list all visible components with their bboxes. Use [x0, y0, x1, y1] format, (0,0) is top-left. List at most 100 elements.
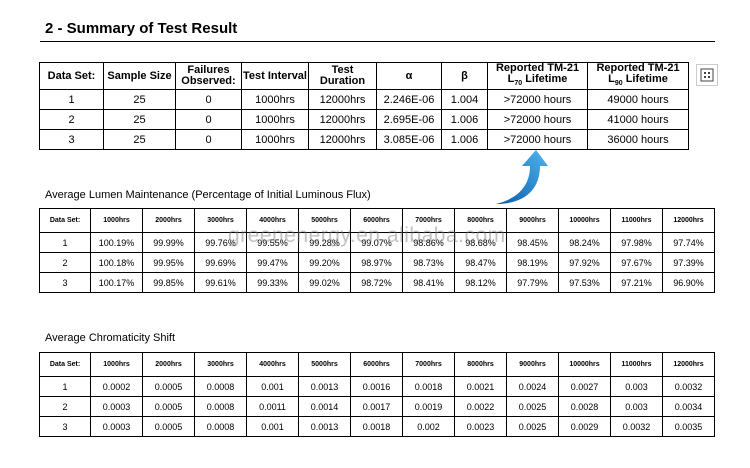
cell: 0.0034 [662, 396, 715, 417]
cell: 99.95% [142, 252, 195, 273]
cell: 1.006 [441, 129, 488, 151]
table-title: Average Chromaticity Shift [45, 332, 176, 344]
cell: 25 [103, 129, 176, 151]
arrow [496, 150, 548, 204]
column-header: 5000hrs [298, 352, 351, 377]
cell: 97.79% [506, 272, 559, 293]
cell: 0.0032 [610, 416, 663, 437]
column-header: 1000hrs [90, 208, 143, 233]
cell: 0.0002 [90, 376, 143, 397]
cell: 0.0005 [142, 376, 195, 397]
cell: 97.92% [558, 252, 611, 273]
column-header: 1000hrs [90, 352, 143, 377]
cell: 2 [39, 252, 91, 273]
cell: 0.0021 [454, 376, 507, 397]
cell: 25 [103, 109, 176, 131]
cell: 0.002 [402, 416, 455, 437]
cell: 0 [175, 89, 242, 111]
cell: 0.001 [246, 416, 299, 437]
cell: 99.20% [298, 252, 351, 273]
cell: 99.99% [142, 232, 195, 253]
cell: 1000hrs [241, 109, 309, 131]
cell: 97.98% [610, 232, 663, 253]
chromaticity-table: Data Set: 1000hrs 2000hrs 3000hrs 4000hrs 500… [39, 352, 715, 437]
cell: 0.0018 [402, 376, 455, 397]
cell: 2.246E-06 [376, 89, 442, 111]
data-row: 1 100.19% 99.99% 99.76% 99.55% 99.28% 99.07% 98… [39, 232, 715, 253]
cell: 0.0011 [246, 396, 299, 417]
cell: 0.0024 [506, 376, 559, 397]
cell: 100.17% [90, 272, 143, 293]
cell: 97.53% [558, 272, 611, 293]
column-header: Data Set: [39, 61, 104, 91]
column-header: 7000hrs [402, 208, 455, 233]
header-row: Data Set: 1000hrs 2000hrs 3000hrs 4000hrs 500… [39, 352, 715, 377]
column-header: 3000hrs [194, 208, 247, 233]
cell: 12000hrs [308, 89, 377, 111]
column-header: 11000hrs [610, 208, 663, 233]
watermark: greenenergy.en.alibaba.com [228, 224, 506, 247]
cell: 0.0017 [350, 396, 403, 417]
cell: 49000 hours [587, 89, 689, 111]
cell: >72000 hours [487, 129, 588, 151]
column-header: 12000hrs [662, 208, 715, 233]
cell: 0.0013 [298, 376, 351, 397]
cell: 1 [39, 376, 91, 397]
cell: 0.0028 [558, 396, 611, 417]
cell: 1.004 [441, 89, 488, 111]
cell: 1000hrs [241, 89, 309, 111]
column-header: Test Duration [308, 61, 377, 91]
data-row: 1 25 0 1000hrs 12000hrs 2.246E-06 1.004 >72000 … [39, 89, 689, 111]
column-header: 2000hrs [142, 352, 195, 377]
section-title: 2 - Summary of Test Result [45, 20, 238, 37]
cell: 99.61% [194, 272, 247, 293]
cell: 0.0022 [454, 396, 507, 417]
cell: 0.0008 [194, 376, 247, 397]
cell: 0.0013 [298, 416, 351, 437]
cell: 0 [175, 109, 242, 131]
cell: 3 [39, 416, 91, 437]
header-suffix: Lifetime [522, 73, 568, 85]
cell: 1 [39, 89, 104, 111]
cell: 0.003 [610, 376, 663, 397]
cell: 0.0025 [506, 396, 559, 417]
column-header: Reported TM-21 L90 Lifetime [587, 61, 689, 91]
column-header: Sample Size [103, 61, 176, 91]
cell: 12000hrs [308, 129, 377, 151]
column-header: 8000hrs [454, 208, 507, 233]
cell: 98.97% [350, 252, 403, 273]
column-header: 7000hrs [402, 352, 455, 377]
table-title: Average Lumen Maintenance (Percentage of… [45, 189, 371, 201]
header-row: Data Set: Sample Size Failures Observed: Te… [39, 61, 689, 91]
cell: 12000hrs [308, 109, 377, 131]
cell: 97.39% [662, 252, 715, 273]
cell: 99.02% [298, 272, 351, 293]
column-header: 6000hrs [350, 208, 403, 233]
cell: 98.72% [350, 272, 403, 293]
cell: 1.006 [441, 109, 488, 131]
lumen-table: Data Set: 1000hrs 2000hrs 3000hrs 4000hrs 500… [39, 208, 715, 293]
cell: 0.0018 [350, 416, 403, 437]
header-prefix: L [507, 73, 515, 85]
cell: 100.18% [90, 252, 143, 273]
title-rule [40, 41, 715, 42]
cell: 3 [39, 272, 91, 293]
cell: 0.0005 [142, 416, 195, 437]
column-header: 10000hrs [558, 352, 611, 377]
cell: 99.47% [246, 252, 299, 273]
data-row: 2 100.18% 99.95% 99.69% 99.47% 99.20% 98.97% 98… [39, 252, 715, 273]
cell: 2 [39, 109, 104, 131]
cell: 25 [103, 89, 176, 111]
cell: 0.0003 [90, 396, 143, 417]
table-icon[interactable] [696, 64, 718, 86]
header-suffix: Lifetime [622, 73, 668, 85]
cell: 98.19% [506, 252, 559, 273]
cell: 1 [39, 232, 91, 253]
cell: 2 [39, 396, 91, 417]
cell: >72000 hours [487, 109, 588, 131]
cell: 0.0014 [298, 396, 351, 417]
cell: 3 [39, 129, 104, 151]
column-header: Reported TM-21 L70 Lifetime [487, 61, 588, 91]
cell: 0.0023 [454, 416, 507, 437]
header-line: Reported TM-21 [495, 62, 580, 74]
